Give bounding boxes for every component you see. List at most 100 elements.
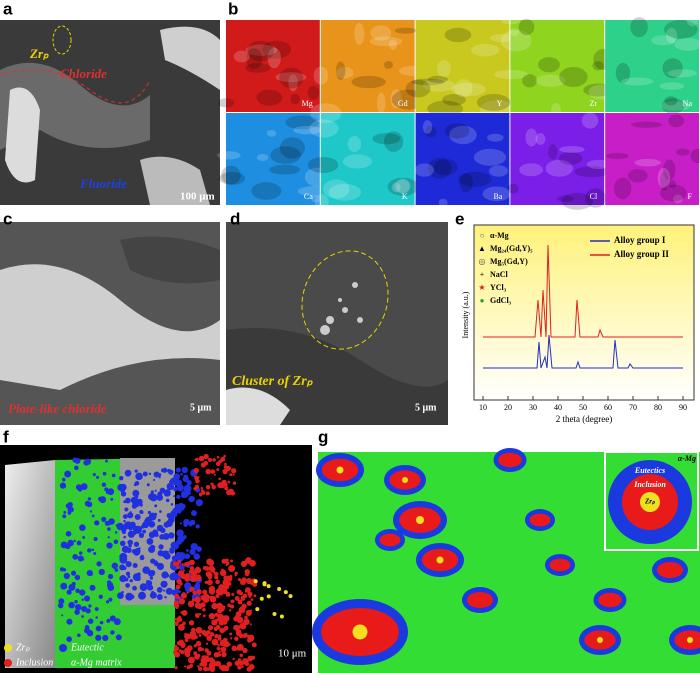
inclusion bbox=[244, 590, 248, 593]
inclusion bbox=[200, 660, 208, 667]
eutectic bbox=[132, 562, 138, 569]
eutectic bbox=[93, 537, 98, 541]
eutectic bbox=[159, 487, 166, 494]
texture bbox=[246, 48, 263, 70]
texture bbox=[437, 59, 451, 78]
inclusion bbox=[216, 455, 220, 459]
inclusion bbox=[249, 580, 255, 585]
eutectic bbox=[162, 532, 170, 540]
zr-particle bbox=[336, 466, 344, 474]
eutectic bbox=[171, 555, 178, 562]
inclusion bbox=[188, 569, 194, 574]
eutectic bbox=[126, 547, 132, 553]
eutectic bbox=[168, 469, 174, 475]
texture bbox=[387, 177, 419, 196]
eutectic bbox=[158, 544, 164, 550]
inclusion bbox=[220, 664, 228, 672]
panel-label: a bbox=[3, 0, 13, 18]
zr-particle bbox=[255, 607, 260, 612]
eutectic bbox=[123, 519, 126, 523]
texture bbox=[269, 164, 301, 175]
texture bbox=[458, 171, 492, 187]
inclusion bbox=[236, 643, 244, 651]
eutectic bbox=[152, 529, 159, 536]
zr-particle bbox=[436, 556, 444, 564]
eutectic bbox=[183, 522, 188, 527]
eutectic bbox=[182, 475, 189, 483]
inclusion bbox=[196, 476, 200, 479]
eutectic bbox=[173, 473, 181, 480]
inclusion bbox=[242, 658, 249, 665]
panel-label: c bbox=[3, 209, 12, 228]
inclusion bbox=[176, 616, 183, 623]
eutectic bbox=[144, 522, 148, 526]
eutectic bbox=[139, 595, 143, 599]
inclusion bbox=[203, 453, 209, 460]
eutectic bbox=[92, 473, 96, 477]
x-tick-label: 10 bbox=[479, 403, 487, 412]
texture bbox=[482, 186, 511, 202]
texture bbox=[592, 61, 604, 71]
inclusion bbox=[174, 621, 179, 625]
texture bbox=[394, 27, 417, 34]
eutectic bbox=[130, 496, 139, 505]
element-label: Ca bbox=[304, 192, 313, 201]
panel-label: d bbox=[230, 209, 240, 228]
inclusion bbox=[218, 477, 222, 481]
eutectic bbox=[88, 604, 92, 608]
eutectic bbox=[66, 618, 73, 625]
inclusion bbox=[232, 473, 235, 476]
eutectic bbox=[147, 510, 151, 515]
texture bbox=[558, 151, 583, 165]
texture bbox=[473, 148, 507, 166]
eutectic bbox=[121, 528, 127, 533]
legend-label: α-Mg bbox=[490, 231, 509, 240]
panel-label: g bbox=[318, 427, 328, 446]
inclusion bbox=[240, 596, 244, 599]
texture bbox=[459, 173, 473, 193]
legend-symbol: ★ bbox=[478, 283, 485, 292]
eutectic bbox=[132, 525, 139, 532]
texture bbox=[559, 145, 585, 153]
inclusion bbox=[193, 644, 197, 648]
inclusion bbox=[225, 576, 231, 582]
eutectic bbox=[119, 476, 124, 481]
zr-particle bbox=[277, 586, 282, 591]
inclusion bbox=[250, 598, 254, 601]
eutectic bbox=[95, 475, 100, 479]
eutectic bbox=[190, 510, 197, 517]
eutectic bbox=[166, 550, 169, 554]
eutectic bbox=[106, 618, 111, 623]
element-maps: Mg Gd Y Zr Na Ca K Ba Cl F bbox=[216, 13, 700, 211]
inclusion bbox=[248, 664, 255, 670]
inclusion bbox=[245, 609, 252, 616]
zr-particle bbox=[402, 477, 408, 483]
eutectic bbox=[66, 589, 72, 595]
inclusion bbox=[195, 640, 202, 647]
inclusion bbox=[175, 605, 179, 610]
eutectic bbox=[154, 489, 157, 492]
inclusion bbox=[203, 462, 207, 466]
legend-symbol: ▲ bbox=[478, 244, 486, 253]
eutectic bbox=[170, 503, 174, 506]
texture bbox=[384, 60, 393, 69]
eutectic bbox=[125, 583, 130, 588]
inclusion bbox=[211, 619, 218, 626]
texture bbox=[615, 62, 631, 84]
inclusion bbox=[246, 634, 250, 638]
texture bbox=[245, 44, 278, 56]
inclusion bbox=[215, 624, 221, 630]
inclusion bbox=[173, 600, 179, 605]
texture bbox=[686, 13, 699, 27]
legend-symbol: ○ bbox=[480, 231, 485, 240]
zr-particle bbox=[352, 624, 368, 640]
texture bbox=[370, 25, 392, 41]
zr-particle bbox=[253, 579, 258, 584]
inclusion bbox=[187, 600, 195, 608]
texture bbox=[444, 27, 472, 43]
eutectic bbox=[156, 494, 163, 501]
inclusion bbox=[243, 618, 250, 626]
texture bbox=[427, 75, 448, 83]
texture bbox=[270, 146, 301, 164]
eutectic bbox=[98, 568, 105, 576]
